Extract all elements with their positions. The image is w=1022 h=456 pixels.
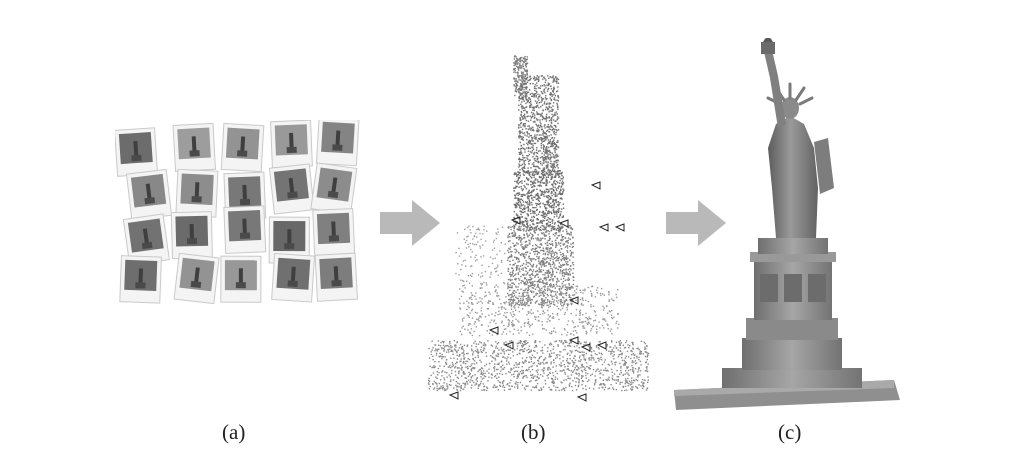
photo-thumbnail [310,162,358,215]
photo-thumbnail [270,120,313,169]
camera-icon [488,326,499,335]
photo-thumbnail [220,122,265,173]
photo-thumbnail [119,255,162,304]
camera-icon [503,341,514,350]
photo-thumbnail [271,252,316,303]
photo-thumbnail [122,213,170,266]
camera-icon [448,391,459,400]
camera-icon [590,181,601,190]
camera-icon [568,336,579,345]
camera-icon [614,223,625,232]
photo-thumbnail [170,211,213,260]
camera-icon [580,343,591,352]
photo-thumbnail [312,208,356,257]
camera-icon [596,341,607,350]
arrow-right-icon [380,200,440,246]
photo-thumbnail [314,252,358,302]
camera-icon [510,216,521,225]
photo-thumbnail [268,216,310,264]
caption-a: (a) [222,420,246,444]
camera-icon [568,296,579,305]
camera-icon [598,223,609,232]
photo-thumbnail [315,120,360,167]
photo-thumbnail [115,127,159,177]
camera-icon [576,393,587,402]
caption-c: (c) [778,420,802,444]
caption-b: (b) [521,420,546,444]
arrow-right-icon [666,200,726,246]
photo-collage [115,120,360,305]
photo-thumbnail [268,163,315,215]
photo-thumbnail [175,168,219,218]
photo-thumbnail [223,205,267,254]
statue-model [674,38,900,410]
point-cloud [428,55,650,402]
photo-thumbnail [172,122,217,172]
photo-thumbnail [173,252,220,305]
photo-thumbnail [220,255,262,303]
camera-icon [558,219,569,228]
photo-thumbnail [125,168,173,221]
